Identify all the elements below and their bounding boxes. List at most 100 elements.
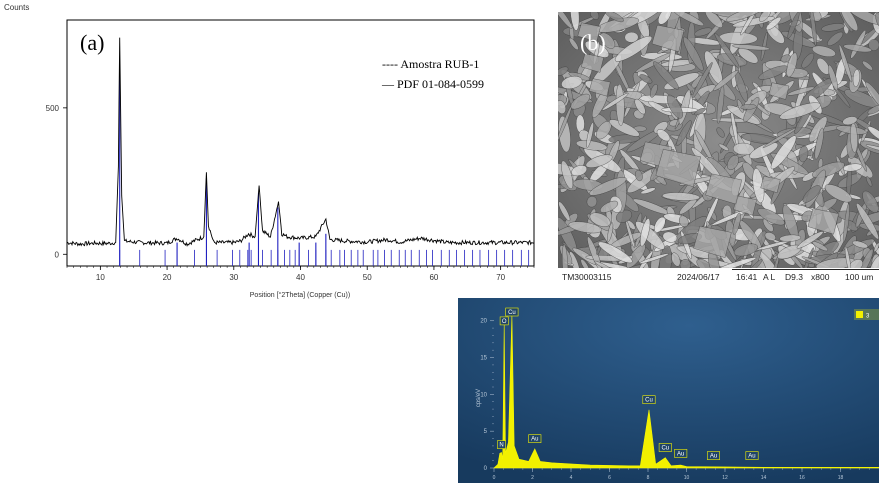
sem-plate: [693, 225, 732, 258]
sem-flake: [624, 31, 639, 43]
eds-peak-label: N: [499, 443, 503, 449]
eds-peak-label-box: [497, 440, 506, 449]
sem-flake: [798, 145, 809, 163]
sem-flake: [780, 54, 791, 63]
sem-plate: [580, 53, 605, 73]
sem-flake: [787, 86, 815, 96]
sem-flake: [575, 140, 608, 151]
sem-flake: [614, 35, 653, 62]
sem-flake: [683, 36, 704, 71]
sem-panel: (b) TM30003115 2024/06/17 16:41 A L D9.3…: [558, 12, 879, 288]
sem-flake: [865, 176, 873, 187]
sem-flake: [716, 127, 725, 138]
xrd-x-tick-label: 60: [429, 273, 438, 282]
sem-flake: [561, 160, 574, 190]
sem-flake: [770, 135, 797, 170]
sem-flake: [589, 212, 611, 227]
sem-flake: [634, 98, 646, 115]
sem-flake: [733, 243, 759, 257]
sem-flake: [713, 70, 739, 91]
xrd-legend-sample: ---- Amostra RUB-1: [382, 57, 479, 71]
sem-plate: [577, 22, 601, 43]
sem-flake: [600, 200, 619, 213]
sem-flake: [654, 216, 666, 233]
eds-peak-label: Au: [677, 451, 684, 457]
sem-plate: [768, 82, 790, 100]
sem-flake: [601, 92, 629, 111]
xrd-axis-ticks: [63, 107, 535, 270]
sem-flake: [714, 32, 740, 69]
sem-flake: [639, 218, 651, 247]
eds-peak-label: Au: [710, 454, 717, 460]
sem-plate: [588, 78, 611, 97]
eds-peak-label: O: [502, 319, 507, 325]
sem-flake: [852, 240, 868, 249]
eds-y-tick-label: 5: [484, 429, 488, 435]
sem-flake: [843, 163, 863, 172]
sem-flake: [810, 12, 817, 46]
eds-peak-label-box: [642, 395, 656, 404]
sem-flake: [718, 143, 730, 151]
xrd-x-tick-label: 30: [229, 273, 238, 282]
sem-flake: [827, 31, 844, 46]
sem-flake: [608, 119, 640, 137]
xrd-x-tick-label: 50: [363, 273, 372, 282]
sem-flake: [558, 12, 573, 29]
xrd-y-tick-label: 500: [46, 104, 60, 113]
eds-peak-label: Cu: [508, 310, 516, 316]
eds-peak-label-box: [528, 434, 542, 443]
sem-flake: [589, 177, 627, 196]
eds-peak-label: Au: [531, 437, 538, 443]
sem-flake: [650, 83, 658, 98]
sem-flake: [867, 126, 879, 143]
sem-flake: [648, 100, 672, 116]
xrd-y-tick-label: 0: [55, 250, 60, 259]
sem-flake: [598, 241, 633, 264]
eds-x-tick-label: 16: [799, 475, 805, 481]
sem-flake: [843, 202, 850, 242]
eds-x-tick-label: 14: [761, 475, 767, 481]
sem-flake-texture: [558, 12, 879, 268]
sem-flake: [844, 246, 852, 268]
sem-flake: [653, 61, 679, 90]
sem-image: (b): [558, 12, 879, 268]
sem-scale-label: 100 um: [845, 272, 874, 282]
sem-flake: [607, 222, 614, 242]
sem-flake: [666, 94, 683, 119]
sem-time: 16:41: [736, 272, 758, 282]
sem-flake: [816, 57, 830, 75]
sem-flake: [678, 215, 689, 228]
sem-flake: [714, 257, 757, 268]
sem-flake: [671, 252, 681, 267]
sem-flake: [821, 23, 845, 32]
sem-mode: A L: [763, 272, 776, 282]
sem-flake: [868, 255, 879, 268]
sem-flake: [657, 12, 672, 25]
eds-y-tick-label: 15: [480, 356, 487, 362]
sem-flake: [586, 196, 598, 208]
sem-instrument-id: TM30003115: [562, 272, 612, 282]
sem-plate: [733, 195, 757, 216]
eds-x-tick-label: 0: [493, 475, 496, 481]
xrd-chart: Counts 10 20 30 40 50 60 70 0 500 Position [°2Th…: [4, 3, 535, 299]
sem-flake: [749, 142, 779, 159]
eds-x-tick-label: 8: [647, 475, 650, 481]
sem-flake: [862, 190, 879, 213]
xrd-x-axis-label: Position [°2Theta] (Copper (Cu)): [250, 291, 350, 299]
sem-flake: [859, 248, 874, 268]
sem-panel-label: (b): [580, 30, 606, 55]
sem-flake: [704, 12, 723, 28]
eds-peak-label: Cu: [645, 398, 653, 404]
sem-flake: [726, 104, 761, 125]
sem-flake: [561, 75, 583, 90]
xrd-x-tick-label: 70: [496, 273, 505, 282]
sem-flake: [562, 244, 569, 268]
xrd-y-unit: Counts: [4, 3, 29, 12]
sem-flake: [758, 12, 772, 22]
eds-peak-label: Cu: [661, 446, 669, 452]
eds-peak-label-box: [505, 307, 519, 317]
eds-legend-label: 3: [866, 314, 870, 320]
eds-peak-label-box: [499, 316, 509, 326]
sem-flake: [726, 154, 740, 171]
